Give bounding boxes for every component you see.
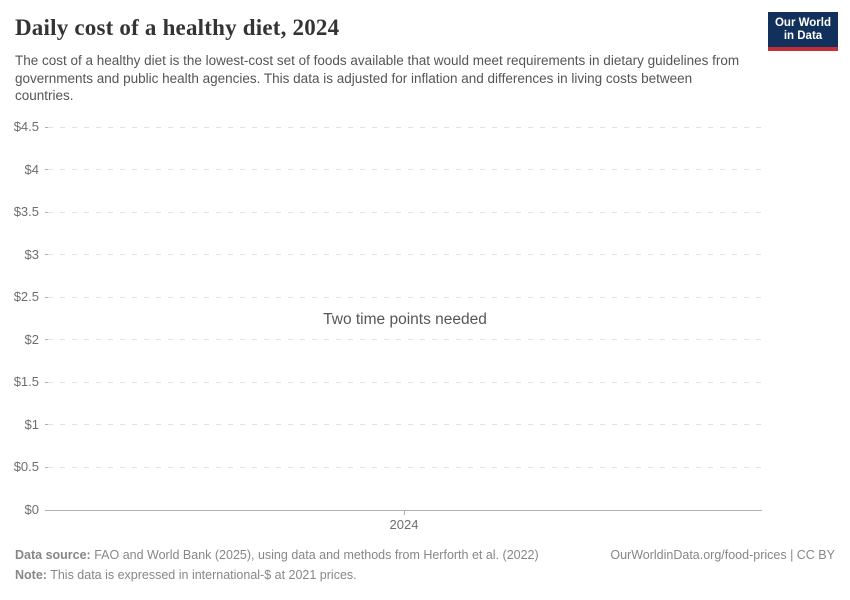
y-axis-tick (45, 509, 48, 511)
y-axis-tick-label: $0 (24, 502, 39, 517)
owid-logo: Our World in Data (768, 12, 838, 51)
y-gridline (48, 424, 762, 426)
y-axis-tick-label: $0.5 (13, 459, 39, 475)
x-axis-line (48, 509, 762, 511)
y-axis-tick (45, 254, 48, 256)
y-gridline (48, 169, 762, 171)
y-axis-tick-label: $4.5 (13, 119, 39, 134)
y-axis-tick (45, 296, 48, 298)
footer-data-source: Data source: FAO and World Bank (2025), … (15, 548, 595, 562)
data-source-text: FAO and World Bank (2025), using data an… (94, 548, 539, 562)
y-axis-tick (45, 169, 48, 171)
y-gridline (48, 339, 762, 341)
y-axis-tick-label: $1 (24, 416, 39, 432)
note-text: This data is expressed in international-… (50, 568, 357, 582)
y-axis-tick-label: $1.5 (13, 374, 39, 390)
owid-logo-line2: in Data (783, 30, 823, 42)
x-axis-tick-label: 2024 (389, 517, 419, 532)
footer-note: Note: This data is expressed in internat… (15, 568, 595, 582)
data-source-label: Data source: (15, 548, 91, 562)
y-axis-tick-label: $2.5 (13, 289, 39, 305)
y-axis-tick (45, 126, 48, 128)
y-axis-tick-label: $3 (24, 246, 39, 262)
y-axis-tick (45, 211, 48, 213)
y-gridline (48, 466, 762, 468)
note-label: Note: (15, 568, 47, 582)
empty-chart-message: Two time points needed (323, 311, 487, 328)
y-axis-tick-label: $2 (24, 331, 39, 347)
y-axis-tick-label: $3.5 (13, 204, 39, 220)
x-axis-tick (404, 510, 405, 515)
y-axis-tick-label: $4 (24, 161, 39, 177)
y-gridline (48, 381, 762, 383)
page-title: Daily cost of a healthy diet, 2024 (15, 15, 340, 40)
y-gridline (48, 254, 762, 256)
y-axis-tick (45, 466, 48, 468)
y-gridline (48, 296, 762, 298)
chart-subtitle: The cost of a healthy diet is the lowest… (15, 53, 740, 103)
y-axis-tick (45, 424, 48, 426)
y-gridline (48, 211, 762, 213)
y-axis-tick (45, 339, 48, 341)
license-link[interactable]: OurWorldinData.org/food-prices | CC BY (610, 548, 835, 562)
owid-logo-line1: Our World (774, 17, 831, 29)
y-gridline (48, 126, 762, 128)
y-axis-tick (45, 381, 48, 383)
